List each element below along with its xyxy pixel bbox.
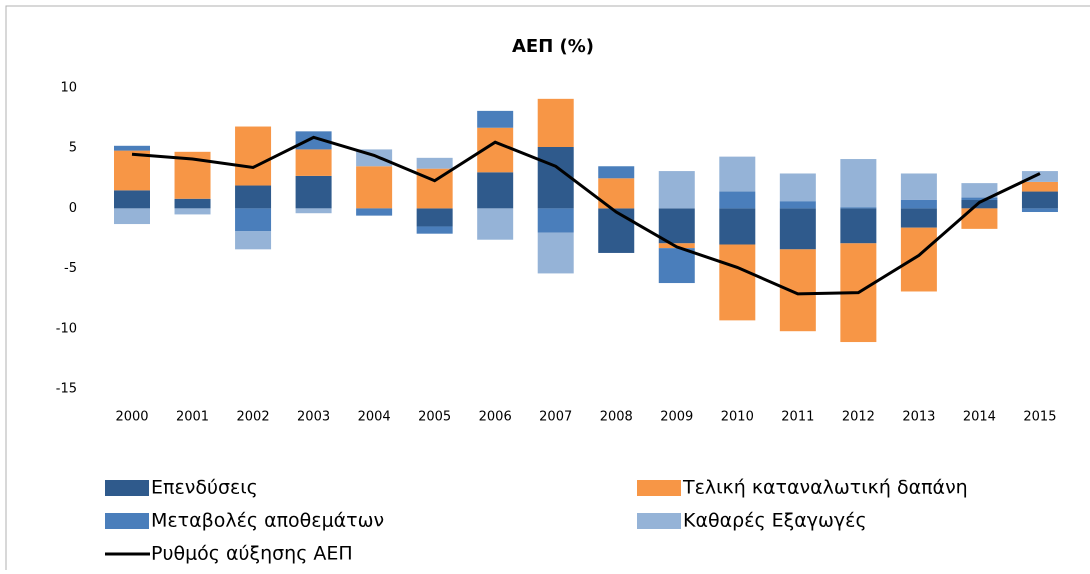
bar xyxy=(719,156,756,192)
legend-swatch xyxy=(637,480,681,496)
bar xyxy=(598,166,635,179)
bar xyxy=(779,249,816,332)
bar xyxy=(900,199,937,209)
x-tick-label: 2012 xyxy=(842,410,875,425)
x-tick-label: 2001 xyxy=(176,410,209,425)
bar xyxy=(1021,181,1058,192)
bar xyxy=(961,183,998,198)
bar xyxy=(961,197,998,200)
legend-label: Μεταβολές αποθεμάτων xyxy=(151,510,384,532)
bar xyxy=(295,149,332,176)
x-tick-label: 2004 xyxy=(358,410,391,425)
bar xyxy=(1021,171,1058,182)
bar xyxy=(598,208,635,253)
bar xyxy=(840,159,877,208)
bar xyxy=(477,208,514,240)
bar xyxy=(719,244,756,321)
bar xyxy=(235,185,272,209)
legend-label: Τελική καταναλωτική δαπάνη xyxy=(682,477,968,499)
y-tick-label: 5 xyxy=(69,141,77,156)
x-tick-label: 2014 xyxy=(963,410,996,425)
x-tick-label: 2013 xyxy=(902,410,935,425)
bar xyxy=(295,208,332,214)
x-tick-label: 2009 xyxy=(660,410,693,425)
x-tick-label: 2000 xyxy=(115,410,148,425)
bar xyxy=(356,166,393,209)
bar xyxy=(295,131,332,150)
bar xyxy=(537,232,574,274)
bar xyxy=(900,208,937,228)
bar xyxy=(174,198,211,209)
legend-label: Ρυθμός αύξησης ΑΕΠ xyxy=(151,543,353,565)
bar xyxy=(537,146,574,209)
y-tick-label: -10 xyxy=(56,321,77,336)
legend-label: Επενδύσεις xyxy=(151,477,258,499)
bar xyxy=(537,208,574,233)
bar xyxy=(477,110,514,128)
bar xyxy=(416,226,453,234)
bar xyxy=(416,157,453,169)
chart-frame xyxy=(5,5,1090,574)
bar xyxy=(356,208,393,216)
bar xyxy=(961,208,998,229)
line-series xyxy=(131,135,1041,296)
x-tick-label: 2002 xyxy=(237,410,270,425)
y-tick-label: -15 xyxy=(56,382,77,397)
bar xyxy=(658,208,695,244)
bar xyxy=(779,208,816,250)
legend-swatch xyxy=(637,513,681,529)
x-tick-label: 2015 xyxy=(1023,410,1056,425)
bar xyxy=(840,207,877,209)
bar xyxy=(1021,208,1058,213)
x-tick-label: 2007 xyxy=(539,410,572,425)
bar xyxy=(658,248,695,284)
bar xyxy=(174,208,211,215)
bar xyxy=(779,173,816,202)
y-tick-label: 0 xyxy=(69,201,77,216)
bar xyxy=(114,190,150,209)
bar xyxy=(840,208,877,244)
bar xyxy=(658,171,695,209)
bar xyxy=(114,145,150,151)
x-tick-label: 2010 xyxy=(721,410,754,425)
y-tick-label: 10 xyxy=(60,81,77,96)
y-tick-label: -5 xyxy=(64,261,77,276)
x-tick-label: 2005 xyxy=(418,410,451,425)
bar xyxy=(235,126,272,186)
bar xyxy=(235,208,272,232)
x-tick-label: 2003 xyxy=(297,410,330,425)
bar xyxy=(477,172,514,209)
bar xyxy=(1021,191,1058,209)
x-tick-label: 2011 xyxy=(781,410,814,425)
bar xyxy=(537,98,574,147)
legend-label: Καθαρές Εξαγωγές xyxy=(683,510,867,532)
bar xyxy=(719,208,756,245)
bar xyxy=(295,175,332,209)
x-tick-label: 2006 xyxy=(479,410,512,425)
bar xyxy=(235,231,272,250)
legend-swatch xyxy=(105,513,149,529)
bar xyxy=(114,208,150,225)
bar xyxy=(114,150,150,191)
chart-title: ΑΕΠ (%) xyxy=(512,36,594,57)
x-tick-label: 2008 xyxy=(600,410,633,425)
bar xyxy=(900,173,937,200)
bar xyxy=(719,191,756,209)
bar xyxy=(900,227,937,292)
legend-swatch xyxy=(105,480,149,496)
bar xyxy=(416,208,453,227)
bar xyxy=(779,201,816,209)
